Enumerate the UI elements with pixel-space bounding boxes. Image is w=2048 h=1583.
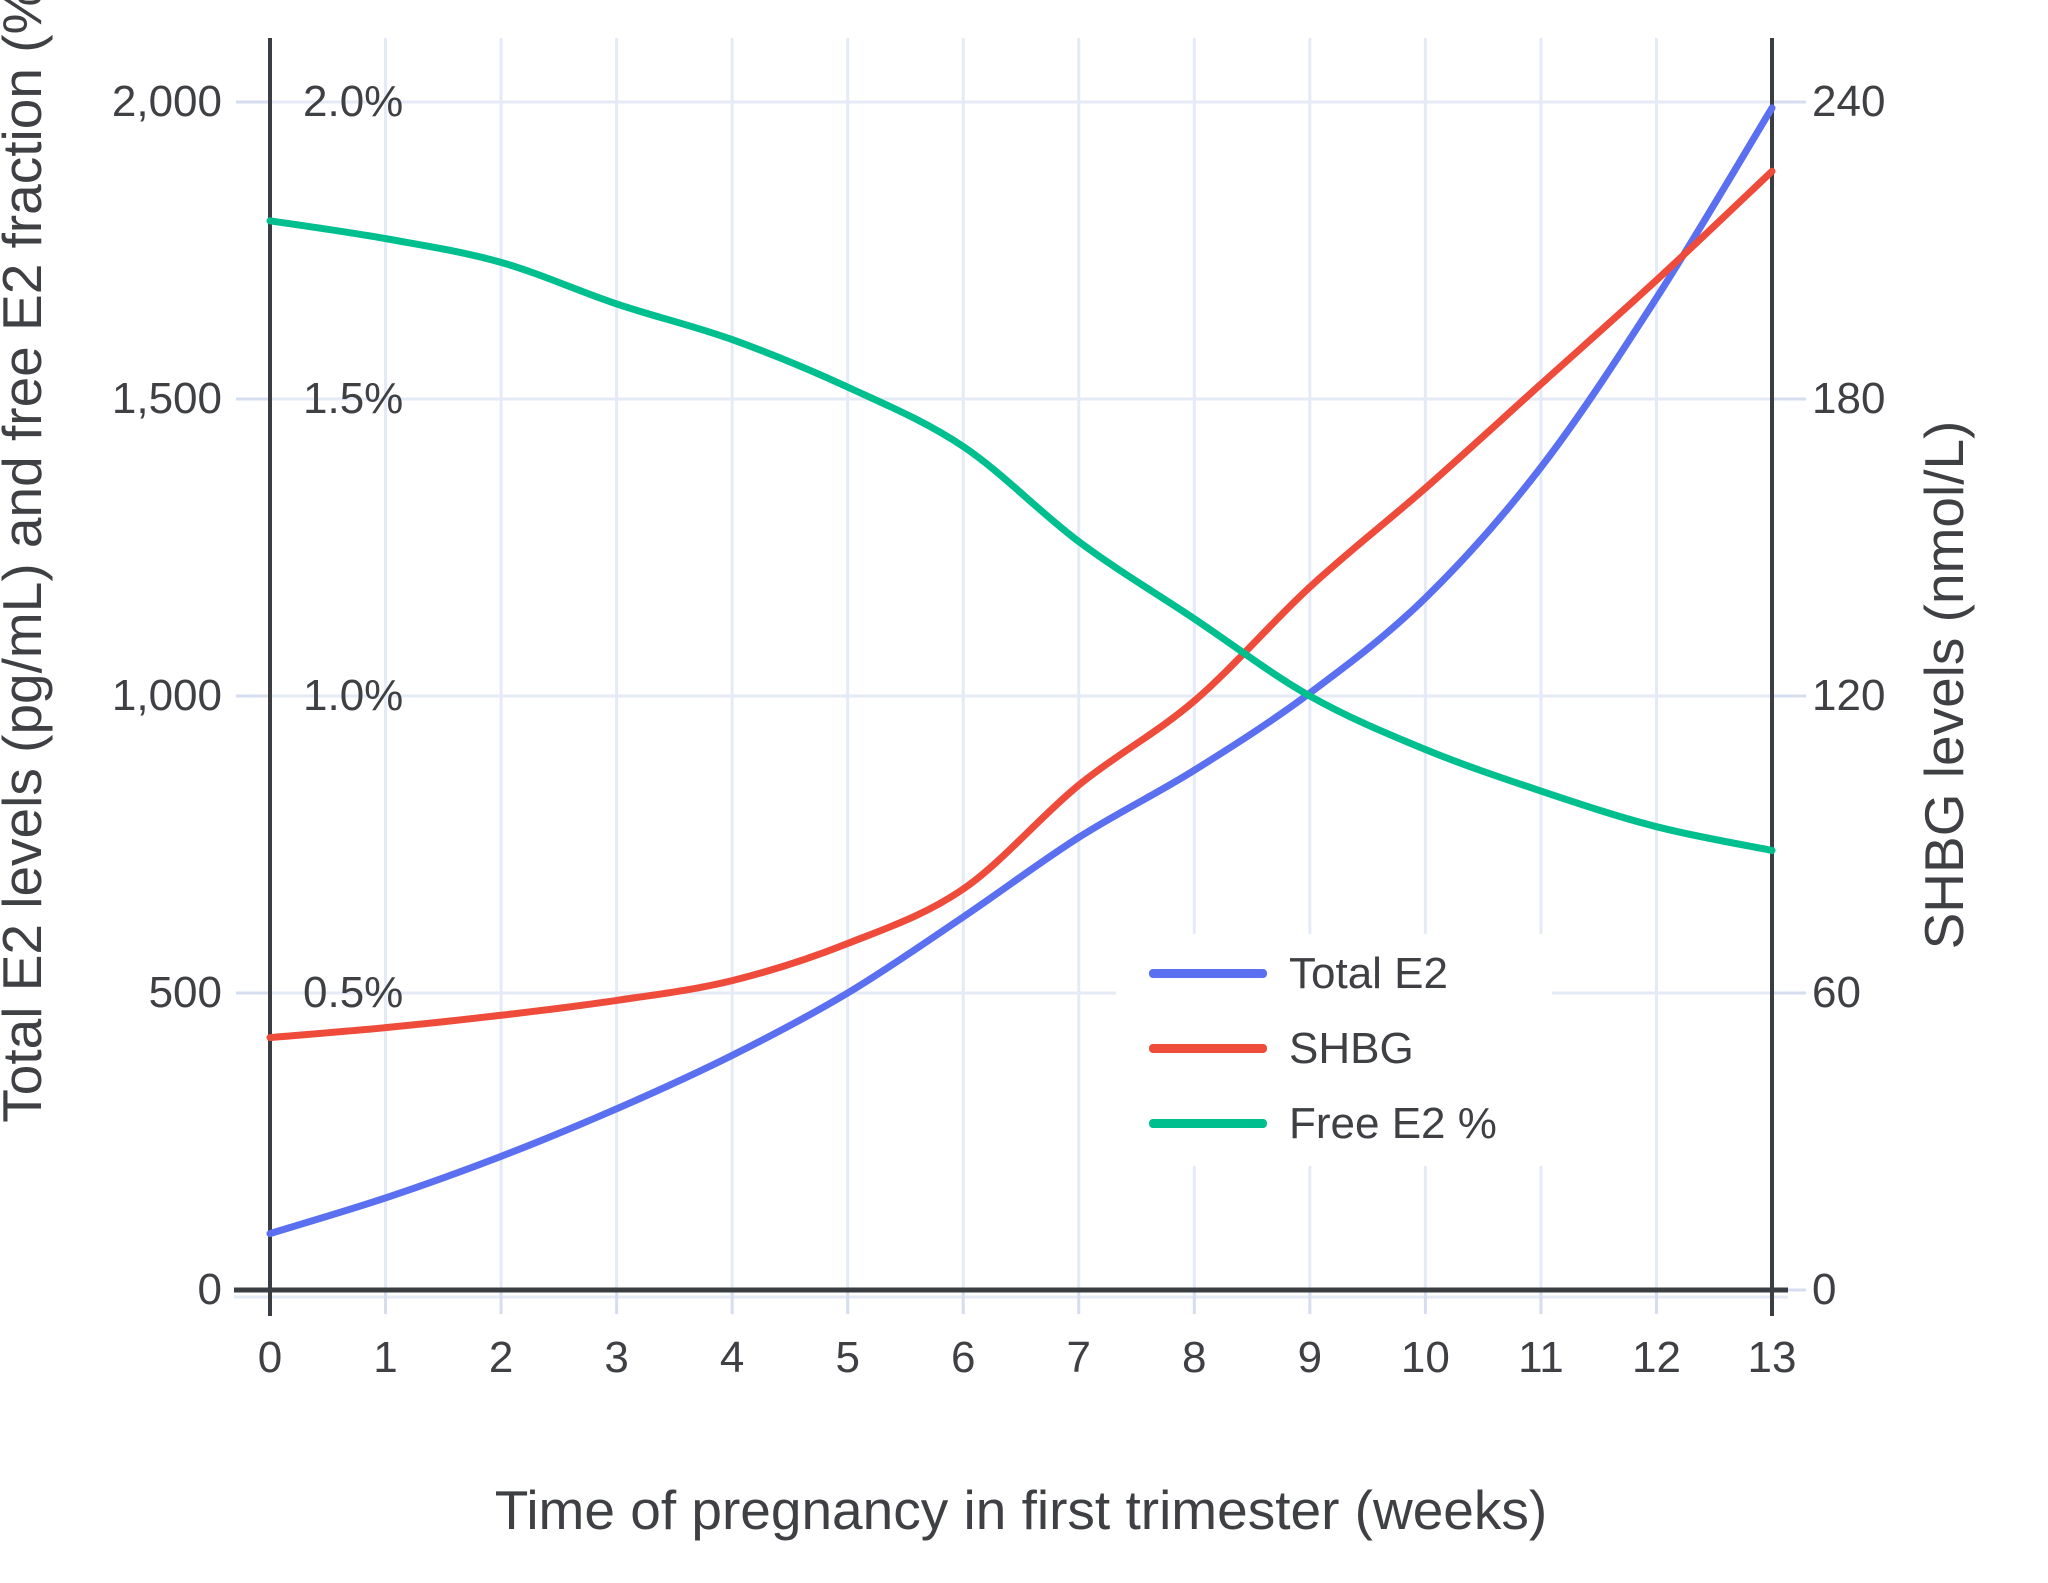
legend-label: Total E2 [1289, 948, 1448, 998]
legend-item: SHBG [1116, 1011, 1552, 1086]
legend-label: SHBG [1289, 1023, 1414, 1073]
legend: Total E2 SHBG Free E2 % [1116, 934, 1552, 1166]
legend-swatch-total-e2 [1149, 969, 1267, 978]
legend-item: Total E2 [1116, 936, 1552, 1011]
legend-label: Free E2 % [1289, 1098, 1497, 1148]
series-line-free-e2- [266, 217, 1776, 854]
series-line-shbg [266, 167, 1776, 1042]
legend-swatch-shbg [1149, 1044, 1267, 1053]
legend-item: Free E2 % [1116, 1086, 1552, 1161]
legend-swatch-free-e2- [1149, 1119, 1267, 1128]
series-line-total-e2 [266, 104, 1776, 1238]
